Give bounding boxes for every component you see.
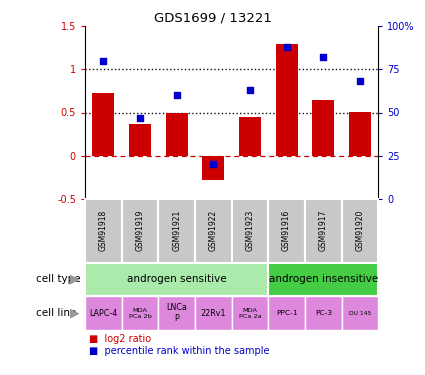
Text: MDA
PCa 2a: MDA PCa 2a (239, 308, 261, 318)
Text: 22Rv1: 22Rv1 (201, 309, 226, 318)
Bar (166, 112, 187, 156)
Text: ■  percentile rank within the sample: ■ percentile rank within the sample (89, 346, 270, 355)
Point (246, 87, 253, 93)
Bar (122, 199, 158, 262)
Bar (158, 199, 195, 262)
Bar (268, 199, 305, 262)
Text: GDS1699 / 13221: GDS1699 / 13221 (153, 11, 272, 24)
Text: LAPC-4: LAPC-4 (89, 309, 117, 318)
Text: cell type: cell type (36, 274, 81, 284)
Bar (202, 156, 224, 180)
Bar (158, 296, 195, 330)
Bar (349, 112, 371, 156)
Bar (195, 296, 232, 330)
Bar (85, 199, 122, 262)
Bar (312, 100, 334, 156)
Bar (268, 296, 305, 330)
Text: GSM91921: GSM91921 (172, 210, 181, 251)
Text: MDA
PCa 2b: MDA PCa 2b (128, 308, 151, 318)
Text: GSM91916: GSM91916 (282, 210, 291, 251)
Bar (342, 296, 378, 330)
Point (210, 161, 217, 167)
Point (320, 54, 327, 60)
Bar (232, 199, 268, 262)
Text: PPC-1: PPC-1 (276, 310, 297, 316)
Bar (305, 296, 342, 330)
Text: DU 145: DU 145 (349, 310, 371, 316)
Bar (232, 296, 268, 330)
Bar (85, 296, 122, 330)
Bar (92, 93, 114, 156)
Text: GSM91922: GSM91922 (209, 210, 218, 251)
Point (357, 78, 363, 84)
Bar (342, 199, 378, 262)
Text: PC-3: PC-3 (315, 310, 332, 316)
Text: GSM91923: GSM91923 (246, 210, 255, 251)
Text: GSM91917: GSM91917 (319, 210, 328, 251)
Bar (85, 262, 268, 296)
Text: GSM91920: GSM91920 (355, 210, 364, 251)
Bar (305, 199, 342, 262)
Bar (122, 296, 158, 330)
Bar (275, 44, 298, 156)
Text: ▶: ▶ (70, 307, 79, 320)
Bar (129, 124, 151, 156)
Point (136, 115, 143, 121)
Text: cell line: cell line (36, 308, 76, 318)
Text: GSM91918: GSM91918 (99, 210, 108, 251)
Point (283, 44, 290, 50)
Text: androgen sensitive: androgen sensitive (127, 274, 227, 284)
Text: ■  log2 ratio: ■ log2 ratio (89, 334, 151, 344)
Bar (239, 117, 261, 156)
Bar (268, 262, 378, 296)
Text: LNCa
P: LNCa P (166, 303, 187, 323)
Text: GSM91919: GSM91919 (136, 210, 144, 251)
Bar (195, 199, 232, 262)
Point (173, 92, 180, 98)
Text: ▶: ▶ (70, 273, 79, 286)
Text: androgen insensitive: androgen insensitive (269, 274, 378, 284)
Point (100, 58, 107, 64)
